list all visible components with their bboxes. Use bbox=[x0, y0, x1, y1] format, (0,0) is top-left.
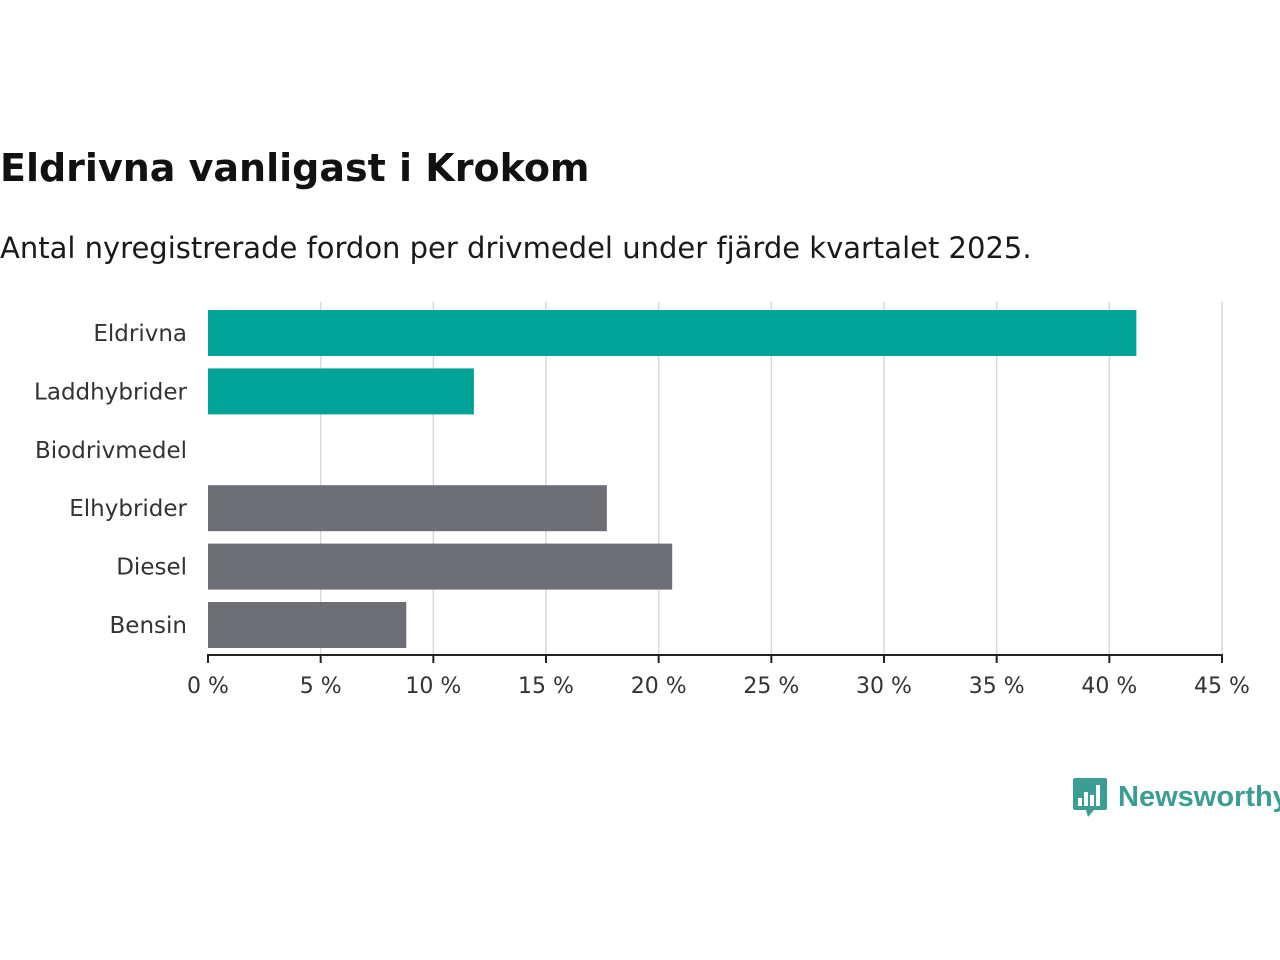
x-tick-label: 10 % bbox=[405, 674, 461, 699]
bar-eldrivna bbox=[208, 310, 1137, 356]
bar-bensin bbox=[208, 602, 407, 648]
category-label: Eldrivna bbox=[93, 321, 187, 347]
x-tick-label: 0 % bbox=[187, 674, 229, 699]
category-label: Elhybrider bbox=[69, 496, 187, 522]
category-label: Laddhybrider bbox=[34, 379, 187, 405]
bar-laddhybrider bbox=[208, 368, 474, 415]
chart-bubble-icon bbox=[1073, 778, 1107, 817]
chart-title: Eldrivna vanligast i Krokom bbox=[0, 146, 590, 190]
brand-logo: Newsworthy bbox=[1072, 776, 1280, 818]
x-tick-label: 45 % bbox=[1194, 674, 1250, 699]
category-label: Diesel bbox=[116, 555, 187, 581]
x-tick-label: 25 % bbox=[743, 674, 799, 699]
bar-diesel bbox=[208, 543, 673, 590]
bar-elhybrider bbox=[208, 485, 607, 532]
x-tick-label: 30 % bbox=[856, 674, 912, 699]
x-tick-label: 15 % bbox=[518, 674, 574, 699]
x-tick-label: 40 % bbox=[1081, 674, 1137, 699]
x-tick-label: 5 % bbox=[300, 674, 342, 699]
category-label: Biodrivmedel bbox=[35, 438, 187, 464]
brand-name: Newsworthy bbox=[1118, 780, 1280, 813]
category-label: Bensin bbox=[110, 613, 187, 639]
x-tick-label: 35 % bbox=[969, 674, 1025, 699]
chart-subtitle: Antal nyregistrerade fordon per drivmede… bbox=[0, 231, 1032, 265]
x-tick-label: 20 % bbox=[631, 674, 687, 699]
